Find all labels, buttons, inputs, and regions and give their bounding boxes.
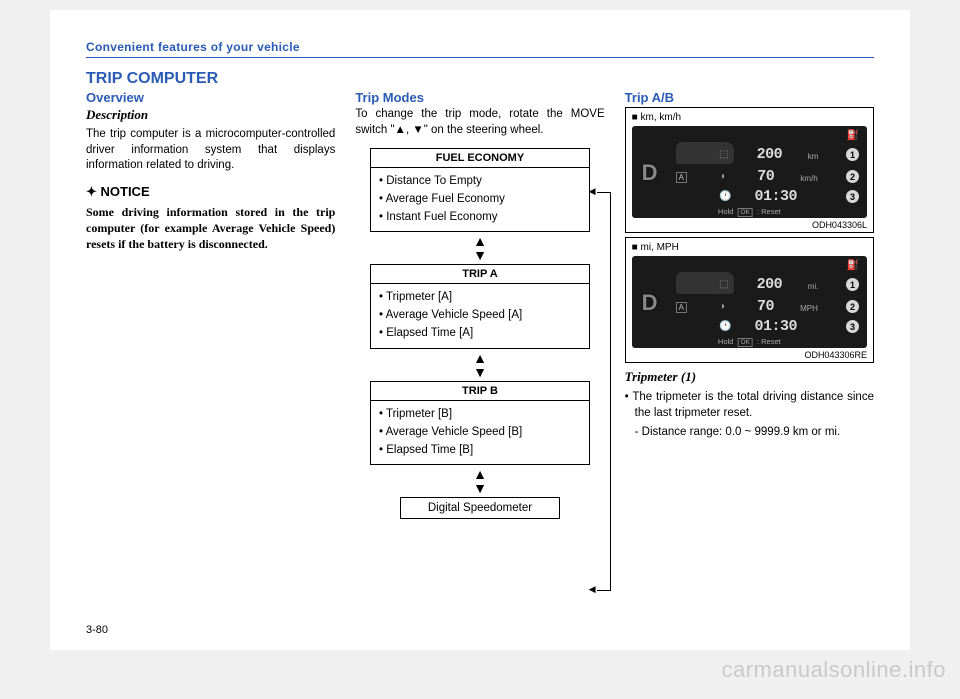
side-arrow-icon [597, 590, 611, 591]
flow-item: Average Fuel Economy [379, 191, 581, 209]
cluster-row-speed: ◑ 70 MPH 2 [719, 298, 859, 315]
flow-item: Tripmeter [A] [379, 289, 581, 307]
cluster-row-distance: ⬚ 200 km 1 [719, 146, 859, 163]
double-arrow-icon: ▲▼ [473, 349, 487, 381]
double-arrow-icon: ▲▼ [473, 465, 487, 497]
side-connector-line [610, 192, 611, 590]
flowbox-header: FUEL ECONOMY [371, 149, 589, 168]
gear-indicator: D [642, 160, 658, 186]
flow-item: Elapsed Time [A] [379, 325, 581, 343]
flowbox-trip-a: TRIP A Tripmeter [A] Average Vehicle Spe… [370, 264, 590, 348]
callout-bubble: 2 [846, 300, 859, 313]
fuel-icon: ⛽ [847, 130, 859, 141]
time-value: 01:30 [754, 188, 797, 205]
speed-unit: km/h [800, 174, 817, 185]
clock-icon: 🕐 [719, 321, 733, 332]
gear-indicator: D [642, 290, 658, 316]
odometer-icon: ⬚ [719, 279, 733, 290]
speed-unit: MPH [800, 304, 818, 315]
flowbox-digital-speedometer: Digital Speedometer [400, 497, 560, 519]
tripmodes-paragraph: To change the trip mode, rotate the MOVE… [355, 107, 604, 138]
distance-unit: km [808, 152, 819, 163]
callout-bubble: 2 [846, 170, 859, 183]
heading-description: Description [86, 107, 335, 123]
flow-diagram: FUEL ECONOMY Distance To Empty Average F… [355, 148, 604, 519]
callout-bubble: 3 [846, 190, 859, 203]
reset-ok: OK [737, 338, 752, 347]
flowbox-header: TRIP B [371, 382, 589, 401]
flow-item: Average Vehicle Speed [A] [379, 307, 581, 325]
image-label: mi, MPH [632, 242, 867, 253]
trip-badge: A [676, 172, 687, 183]
speed-value: 70 [757, 168, 774, 185]
time-value: 01:30 [754, 318, 797, 335]
heading-trip-ab: Trip A/B [625, 90, 874, 105]
double-arrow-icon: ▲▼ [473, 232, 487, 264]
cluster-row-speed: ◑ 70 km/h 2 [719, 168, 859, 185]
distance-value: 200 [757, 276, 783, 293]
flowbox-fuel-economy: FUEL ECONOMY Distance To Empty Average F… [370, 148, 590, 232]
bullet-subitem: - Distance range: 0.0 ~ 9999.9 km or mi. [625, 424, 874, 440]
reset-hold: Hold [718, 207, 733, 216]
heading-tripmodes: Trip Modes [355, 90, 604, 105]
callout-bubble: 3 [846, 320, 859, 333]
flow-item: Average Vehicle Speed [B] [379, 424, 581, 442]
cluster-row-distance: ⬚ 200 mi. 1 [719, 276, 859, 293]
distance-value: 200 [757, 146, 783, 163]
section-header: Convenient features of your vehicle [86, 40, 874, 58]
columns: Overview Description The trip computer i… [86, 90, 874, 519]
cluster-display-km: ⛽ D A ⬚ 200 km 1 ◑ 70 km/h 2 [632, 126, 867, 218]
cluster-frame-mi: mi, MPH ⛽ D A ⬚ 200 mi. 1 ◑ 70 MP [625, 237, 874, 363]
cluster-row-time: 🕐 01:30 3 [719, 188, 859, 205]
side-arrow-icon [597, 192, 611, 193]
clock-icon: 🕐 [719, 191, 733, 202]
image-code: ODH043306L [632, 220, 867, 230]
speed-icon: ◑ [719, 301, 733, 312]
heading-overview: Overview [86, 90, 335, 105]
heading-tripmeter: Tripmeter (1) [625, 369, 874, 385]
trip-badge: A [676, 302, 687, 313]
reset-text: : Reset [757, 337, 781, 346]
col-overview: Overview Description The trip computer i… [86, 90, 335, 519]
cluster-frame-km: km, km/h ⛽ D A ⬚ 200 km 1 ◑ 70 km [625, 107, 874, 233]
speed-value: 70 [757, 298, 774, 315]
reset-hold: Hold [718, 337, 733, 346]
col-tripmodes: Trip Modes To change the trip mode, rota… [355, 90, 604, 519]
notice-body: Some driving information stored in the t… [86, 204, 335, 253]
reset-text: : Reset [757, 207, 781, 216]
distance-unit: mi. [808, 282, 819, 293]
watermark: carmanualsonline.info [721, 657, 946, 683]
title: TRIP COMPUTER [86, 70, 874, 88]
tripmeter-bullets: • The tripmeter is the total driving dis… [625, 389, 874, 440]
notice-heading: ✦ NOTICE [86, 184, 335, 200]
page: Convenient features of your vehicle TRIP… [50, 10, 910, 650]
reset-hint: Hold OK : Reset [718, 337, 781, 346]
bullet-item: • The tripmeter is the total driving dis… [625, 389, 874, 421]
flowbox-header: TRIP A [371, 265, 589, 284]
reset-ok: OK [737, 208, 752, 217]
flow-item: Elapsed Time [B] [379, 442, 581, 460]
flow-item: Instant Fuel Economy [379, 209, 581, 227]
reset-hint: Hold OK : Reset [718, 207, 781, 216]
flow-item: Tripmeter [B] [379, 406, 581, 424]
odometer-icon: ⬚ [719, 149, 733, 160]
page-number: 3-80 [86, 624, 108, 636]
image-label: km, km/h [632, 112, 867, 123]
cluster-display-mi: ⛽ D A ⬚ 200 mi. 1 ◑ 70 MPH 2 [632, 256, 867, 348]
callout-bubble: 1 [846, 148, 859, 161]
flow-item: Distance To Empty [379, 173, 581, 191]
overview-paragraph: The trip computer is a microcomput­er-co… [86, 127, 335, 174]
cluster-row-time: 🕐 01:30 3 [719, 318, 859, 335]
col-trip-ab: Trip A/B km, km/h ⛽ D A ⬚ 200 km 1 ◑ [625, 90, 874, 519]
callout-bubble: 1 [846, 278, 859, 291]
flowbox-trip-b: TRIP B Tripmeter [B] Average Vehicle Spe… [370, 381, 590, 465]
speed-icon: ◑ [719, 171, 733, 182]
fuel-icon: ⛽ [847, 260, 859, 271]
image-code: ODH043306RE [632, 350, 867, 360]
